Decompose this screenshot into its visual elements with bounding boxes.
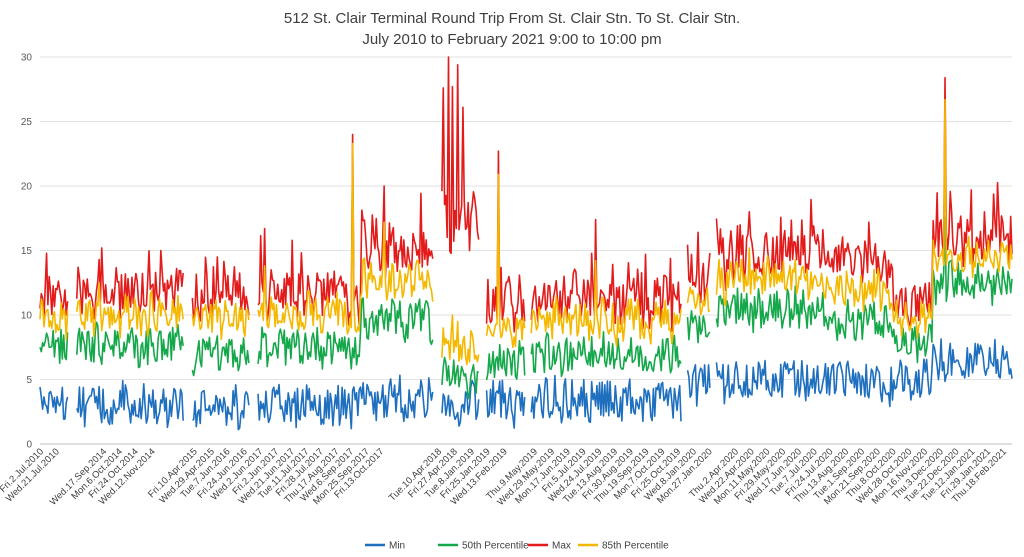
y-tick-label: 0 <box>26 440 32 451</box>
legend-label: Min <box>389 541 405 552</box>
series-line-max <box>39 56 1013 333</box>
y-tick-label: 20 <box>21 182 33 193</box>
legend-item-min: Min <box>365 541 405 552</box>
legend-label: 85th Percentile <box>602 541 669 552</box>
legend-item-max: Max <box>528 541 571 552</box>
y-tick-label: 5 <box>26 375 32 386</box>
series-group <box>39 56 1013 431</box>
series-line-p85 <box>39 98 1013 366</box>
y-tick-label: 30 <box>21 53 33 64</box>
x-axis: Fri.2.Jul.2010Wed.21.Jul.2010Wed.17.Sep.… <box>0 443 1012 508</box>
legend-label: Max <box>552 541 571 552</box>
series-line-min <box>39 338 1013 431</box>
y-axis: 0 5 10 15 20 25 30 <box>21 53 33 451</box>
legend-item-p50: 50th Percentile <box>438 541 529 552</box>
legend: Min 50th Percentile Max 85th Percentile <box>365 541 669 552</box>
series-line-p50 <box>39 216 1013 400</box>
legend-item-p85: 85th Percentile <box>578 541 669 552</box>
y-tick-label: 10 <box>21 311 33 322</box>
y-tick-label: 15 <box>21 246 33 257</box>
chart-subtitle: July 2010 to February 2021 9:00 to 10:00… <box>362 31 662 48</box>
y-tick-label: 25 <box>21 117 33 128</box>
legend-label: 50th Percentile <box>462 541 529 552</box>
chart-title: 512 St. Clair Terminal Round Trip From S… <box>283 10 741 27</box>
